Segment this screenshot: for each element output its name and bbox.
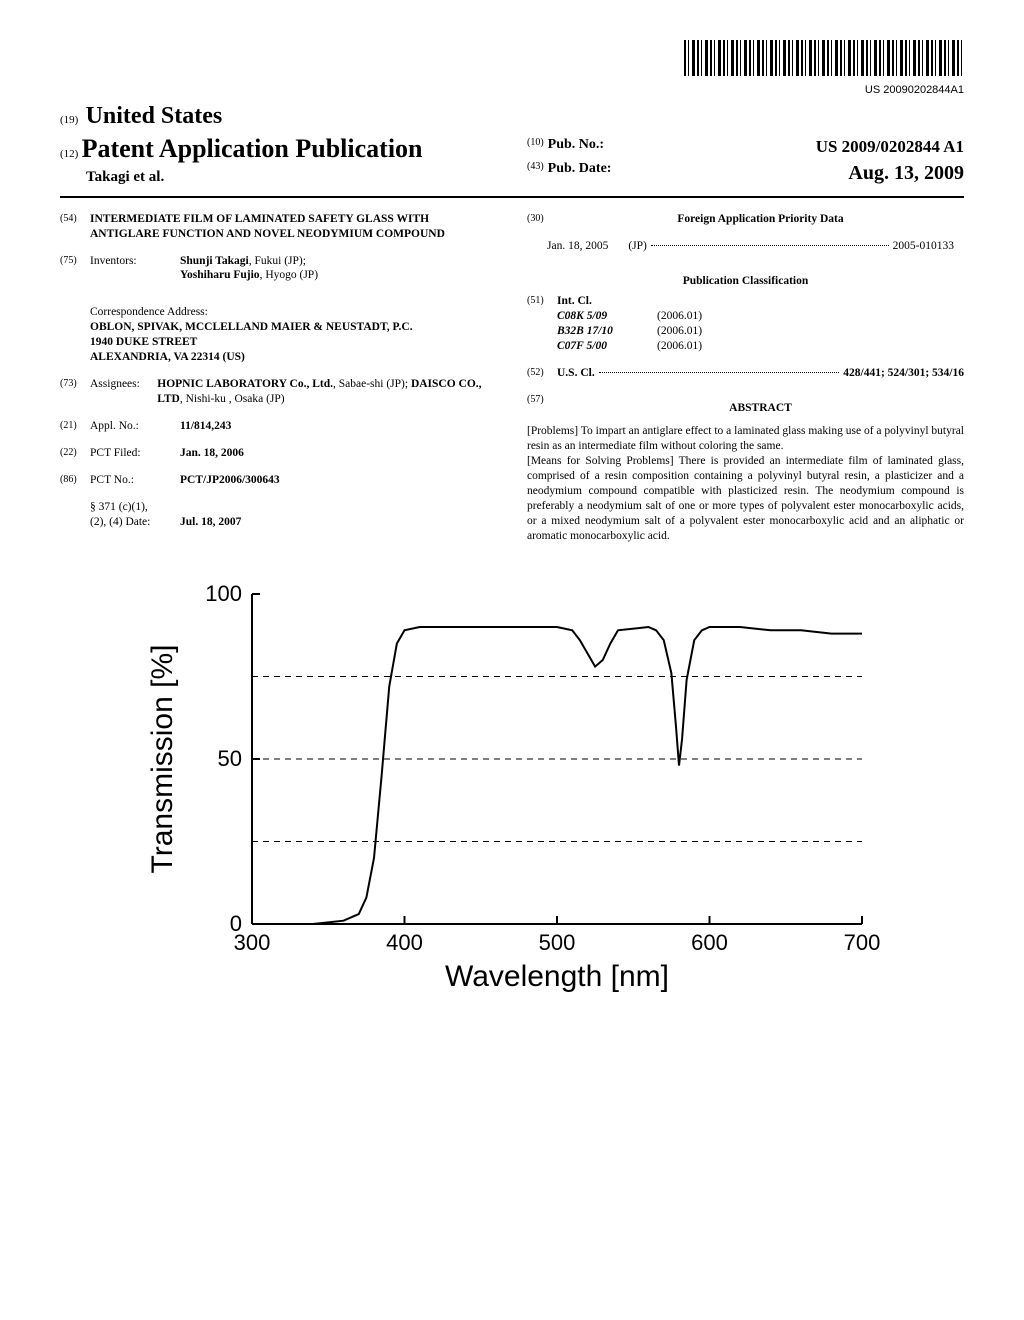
right-column: (30) Foreign Application Priority Data J… [527, 212, 964, 544]
s57-num: (57) [527, 393, 557, 420]
int-cl-code: C07F 5/00 [557, 339, 657, 354]
s73-num: (73) [60, 377, 90, 407]
pub-no-num: (10) [527, 136, 544, 158]
svg-text:600: 600 [691, 930, 728, 955]
s30-title: Foreign Application Priority Data [557, 212, 964, 227]
transmission-chart: 300400500600700050100Wavelength [nm]Tran… [60, 574, 964, 1009]
barcode-region: US 20090202844A1 [60, 40, 964, 97]
barcode-bars [684, 40, 964, 76]
int-cl-row: C08K 5/09(2006.01) [557, 309, 964, 324]
s30-num: (30) [527, 212, 557, 227]
pub-class-title: Publication Classification [527, 274, 964, 289]
s21-val: 11/814,243 [180, 420, 231, 432]
s371-lbl2: (2), (4) Date: [90, 516, 150, 528]
inventor-1: Shunji Takagi [180, 255, 249, 267]
divider [60, 196, 964, 198]
pub-type-num: (12) [60, 148, 78, 160]
svg-text:700: 700 [844, 930, 881, 955]
svg-text:Wavelength [nm]: Wavelength [nm] [445, 960, 669, 993]
corr-street: 1940 DUKE STREET [90, 335, 497, 350]
s21-lbl: Appl. No.: [90, 419, 180, 434]
pub-type: Patent Application Publication [82, 134, 423, 163]
s30-date: Jan. 18, 2005 [547, 239, 608, 254]
inventor-2-loc: , Hyogo (JP) [260, 269, 318, 281]
s52-num: (52) [527, 366, 557, 381]
s52-val: 428/441; 524/301; 534/16 [843, 366, 964, 381]
int-cl-year: (2006.01) [657, 324, 702, 339]
barcode-text: US 20090202844A1 [60, 83, 964, 97]
int-cl-year: (2006.01) [657, 309, 702, 324]
assignee-2-loc: , Nishi-ku , Osaka (JP) [180, 393, 285, 405]
abstract-title: ABSTRACT [557, 401, 964, 416]
s51-lbl: Int. Cl. [557, 294, 964, 309]
svg-text:100: 100 [205, 581, 242, 606]
int-cl-row: B32B 17/10(2006.01) [557, 324, 964, 339]
s75-num: (75) [60, 254, 90, 284]
body-columns: (54) INTERMEDIATE FILM OF LAMINATED SAFE… [60, 212, 964, 544]
corr-city: ALEXANDRIA, VA 22314 (US) [90, 350, 497, 365]
s86-val: PCT/JP2006/300643 [180, 474, 280, 486]
s86-lbl: PCT No.: [90, 473, 180, 488]
s22-val: Jan. 18, 2006 [180, 447, 244, 459]
inventor-1-loc: , Fukui (JP); [249, 255, 306, 267]
pub-date-num: (43) [527, 160, 544, 186]
svg-text:0: 0 [230, 911, 242, 936]
corr-firm: OBLON, SPIVAK, MCCLELLAND MAIER & NEUSTA… [90, 320, 497, 335]
abstract-p2: [Means for Solving Problems] There is pr… [527, 454, 964, 544]
svg-text:400: 400 [386, 930, 423, 955]
left-column: (54) INTERMEDIATE FILM OF LAMINATED SAFE… [60, 212, 497, 544]
s22-lbl: PCT Filed: [90, 446, 180, 461]
svg-text:500: 500 [539, 930, 576, 955]
header: (19) United States (12) Patent Applicati… [60, 101, 964, 187]
corr-lbl: Correspondence Address: [90, 305, 497, 320]
country-name: United States [86, 103, 223, 129]
assignee-1: HOPNIC LABORATORY Co., Ltd. [157, 378, 333, 390]
chart-svg: 300400500600700050100Wavelength [nm]Tran… [132, 574, 892, 1004]
int-cl-row: C07F 5/00(2006.01) [557, 339, 964, 354]
pub-no-lbl: Pub. No.: [548, 136, 604, 158]
s54-title: INTERMEDIATE FILM OF LAMINATED SAFETY GL… [90, 212, 497, 242]
s51-num: (51) [527, 294, 557, 354]
svg-text:Transmission [%]: Transmission [%] [146, 644, 179, 873]
s86-num: (86) [60, 473, 90, 488]
svg-text:50: 50 [218, 746, 242, 771]
s54-num: (54) [60, 212, 90, 242]
s75-lbl: Inventors: [90, 254, 180, 284]
int-cl-code: C08K 5/09 [557, 309, 657, 324]
pub-no-val: US 2009/0202844 A1 [816, 136, 964, 158]
int-cl-year: (2006.01) [657, 339, 702, 354]
inventor-2: Yoshiharu Fujio [180, 269, 260, 281]
pub-date-val: Aug. 13, 2009 [848, 160, 964, 186]
pub-date-lbl: Pub. Date: [548, 160, 612, 186]
s30-app: 2005-010133 [893, 239, 954, 254]
int-cl-code: B32B 17/10 [557, 324, 657, 339]
abstract-p1: [Problems] To impart an antiglare effect… [527, 424, 964, 454]
authors: Takagi et al. [60, 168, 497, 188]
s52-lbl: U.S. Cl. [557, 366, 595, 381]
s371-val: Jul. 18, 2007 [180, 515, 241, 530]
s30-country: (JP) [628, 239, 647, 254]
assignee-1-loc: , Sabae-shi (JP); [333, 378, 411, 390]
s21-num: (21) [60, 419, 90, 434]
country-num: (19) [60, 114, 78, 126]
s371-lbl1: § 371 (c)(1), [90, 501, 148, 513]
s22-num: (22) [60, 446, 90, 461]
s73-lbl: Assignees: [90, 377, 157, 407]
